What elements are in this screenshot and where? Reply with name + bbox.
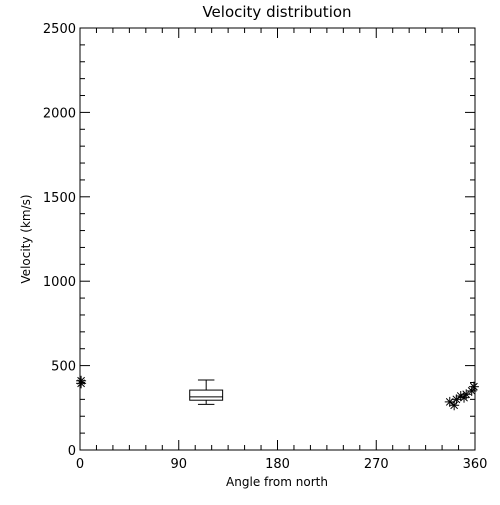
scatter-point: [461, 389, 472, 400]
scatter-point-stroke: [452, 395, 461, 404]
boxplot-box: [189, 389, 224, 401]
x-tick-label: 90: [170, 457, 187, 472]
x-axis-label: Angle from north: [226, 475, 328, 489]
y-tick-label: 500: [51, 360, 76, 375]
y-axis-label: Velocity (km/s): [19, 194, 33, 283]
chart-title: Velocity distribution: [202, 3, 351, 21]
y-tick-label: 1500: [43, 191, 76, 206]
y-tick-label: 2500: [43, 22, 76, 37]
scatter-point-stroke: [77, 379, 85, 388]
x-tick-label: 0: [76, 457, 84, 472]
x-tick-label: 180: [265, 457, 290, 472]
scatter-point-stroke: [470, 382, 478, 391]
y-tick-label: 1000: [43, 275, 76, 290]
boxplot: [189, 379, 224, 405]
scatter-point-stroke: [462, 390, 471, 399]
x-tick-label: 360: [463, 457, 488, 472]
plot-frame: [79, 27, 476, 451]
y-tick-label: 2000: [43, 106, 76, 121]
data-marks: [76, 375, 479, 411]
axis-ticks: 0 90 180 270 360 0 500 1000 1500 2000 2500: [43, 22, 488, 472]
y-tick-label: 0: [68, 444, 76, 459]
scatter-point-stroke: [456, 392, 465, 400]
scatter-point: [468, 381, 479, 392]
scatter-point: [76, 378, 87, 389]
x-tick-label: 270: [364, 457, 389, 472]
